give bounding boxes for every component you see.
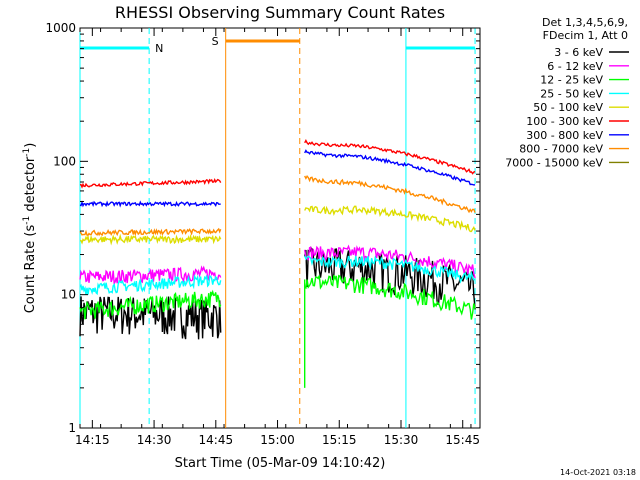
plot-area: N S	[79, 27, 481, 429]
x-tick-label: 14:15	[75, 433, 110, 447]
legend-header-1: Det 1,3,4,5,6,9,	[542, 16, 628, 29]
footer-timestamp: 14-Oct-2021 03:18	[560, 468, 636, 477]
x-axis: 14:15 14:30 14:45 15:00 15:15 15:30 15:45	[75, 28, 480, 447]
plot-frame	[79, 27, 481, 429]
series-line-6-12-keV-part2	[304, 244, 476, 279]
series-line-6-12-keV-part1	[79, 265, 222, 287]
series-line-25-50-keV-part1	[79, 274, 222, 296]
legend-header-2: FDecim 1, Att 0	[543, 29, 628, 42]
legend-label: 800 - 7000 keV	[519, 143, 603, 156]
x-tick-label: 15:15	[322, 433, 357, 447]
y-label-prefix: Count Rate (s	[23, 225, 38, 314]
series-line-50-100-keV-part2	[304, 205, 476, 233]
y-axis-label: Count Rate (s-1 detector-1)	[22, 143, 38, 314]
y-axis: 1 10 100 1000	[45, 21, 480, 435]
legend-label: 25 - 50 keV	[540, 87, 603, 100]
series-line-300-800-keV-part1	[79, 200, 221, 208]
series-line-300-800-keV-part2	[304, 149, 476, 186]
legend-label: 100 - 300 keV	[526, 115, 603, 128]
y-label-mid: detector	[23, 156, 38, 216]
observing-annotations	[79, 28, 476, 428]
chart-title: RHESSI Observing Summary Count Rates	[115, 3, 445, 22]
series-line-100-300-keV-part1	[79, 177, 222, 189]
legend-label: 300 - 800 keV	[526, 129, 603, 142]
y-label-sup-1: -1	[22, 216, 32, 225]
series-line-800-7000-keV-part2	[304, 174, 476, 214]
y-tick-label: 100	[53, 154, 76, 168]
series-line-12-25-keV-part2	[304, 274, 476, 320]
x-tick-label: 15:00	[260, 433, 295, 447]
series-line-50-100-keV-part1	[79, 233, 222, 246]
series-line-12-25-keV-part1	[79, 289, 222, 320]
legend-label: 12 - 25 keV	[540, 74, 603, 87]
legend: Det 1,3,4,5,6,9, FDecim 1, Att 0 3 - 6 k…	[505, 16, 629, 169]
saa-label: S	[212, 35, 219, 48]
legend-label: 6 - 12 keV	[547, 60, 603, 73]
series-line-25-50-keV-part2	[304, 255, 476, 284]
legend-label: 7000 - 15000 keV	[505, 156, 603, 169]
series-line-800-7000-keV-part1	[79, 227, 222, 237]
series-line-100-300-keV-part2	[304, 138, 476, 175]
series-group	[79, 138, 476, 388]
y-label-sup-2: -1	[22, 148, 32, 157]
y-tick-label: 1000	[45, 21, 76, 35]
x-tick-label: 15:30	[384, 433, 419, 447]
x-tick-label: 15:45	[445, 433, 480, 447]
night-label: N	[155, 42, 163, 55]
x-tick-label: 14:45	[199, 433, 234, 447]
y-label-suffix: )	[23, 143, 38, 148]
legend-label: 50 - 100 keV	[533, 101, 603, 114]
y-tick-label: 10	[61, 288, 76, 302]
legend-label: 3 - 6 keV	[554, 46, 603, 59]
y-tick-label: 1	[68, 421, 76, 435]
x-axis-label: Start Time (05-Mar-09 14:10:42)	[175, 456, 386, 471]
x-tick-label: 14:30	[137, 433, 172, 447]
